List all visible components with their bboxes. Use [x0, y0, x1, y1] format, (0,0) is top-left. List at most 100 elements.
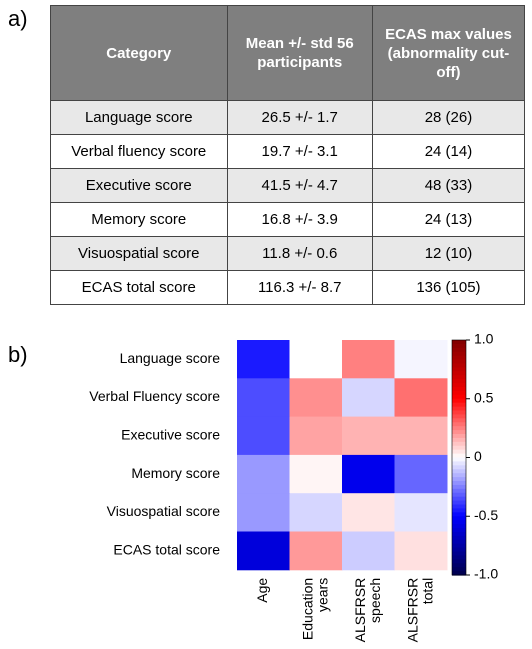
table-row: Verbal fluency score 19.7 +/- 3.1 24 (14): [50, 134, 526, 169]
colorbar-segment: [452, 508, 466, 513]
row-label: Executive score: [121, 426, 220, 442]
heatmap-cell: [289, 378, 343, 418]
colorbar-segment: [452, 375, 466, 380]
table-row: Executive score 41.5 +/- 4.7 48 (33): [50, 168, 526, 203]
colorbar-segment: [452, 516, 466, 521]
row-label: Visuospatial score: [107, 503, 221, 519]
heatmap-cell: [342, 416, 395, 456]
colorbar-segment: [452, 422, 466, 427]
table-cell: Verbal fluency score: [50, 134, 228, 169]
colorbar-segment: [452, 535, 466, 541]
heatmap-cell: [237, 378, 290, 418]
column-label: Educationyears: [299, 578, 330, 640]
colorbar-segment: [452, 567, 466, 572]
colorbar-segment: [452, 539, 466, 545]
row-label: ECAS total score: [113, 541, 220, 557]
colorbar-segment: [452, 363, 466, 369]
heatmap-cell: [237, 454, 290, 494]
table-cell: 136 (105): [371, 270, 526, 305]
colorbar-segment: [452, 437, 466, 443]
colorbar-segment: [452, 469, 466, 474]
table-cell: 26.5 +/- 1.7: [226, 100, 373, 135]
colorbar-segment: [452, 347, 466, 353]
colorbar-segment: [452, 351, 466, 357]
colorbar-segment: [452, 563, 466, 568]
colorbar-segment: [452, 528, 466, 533]
heatmap: Language score Verbal Fluency score Execut…: [89, 331, 498, 643]
heatmap-cell: [394, 493, 448, 532]
colorbar-segment: [452, 426, 466, 431]
colorbar-segment: [452, 398, 466, 404]
panel-label: a): [8, 6, 28, 31]
column-label: Age: [254, 578, 270, 603]
table-row: Language score 26.5 +/- 1.7 28 (26): [50, 100, 526, 135]
colorbar-segment: [452, 355, 466, 361]
table-row: Visuospatial score 11.8 +/- 0.6 12 (10): [50, 236, 526, 271]
colorbar-segment: [452, 434, 466, 439]
table-cell: 41.5 +/- 4.7: [226, 168, 373, 203]
colorbar-segment: [452, 449, 466, 455]
table-cell: Visuospatial score: [50, 236, 228, 271]
colorbar-segment: [452, 418, 466, 423]
heatmap-cell: [237, 416, 290, 456]
colorbar-segment: [452, 406, 466, 412]
colorbar-segment: [452, 484, 466, 490]
table-cell: 11.8 +/- 0.6: [226, 236, 373, 271]
header-row: Category Mean +/- std 56 participants ECAS…: [50, 5, 526, 101]
heatmap-cell: [289, 454, 343, 494]
column-label: ALSFRSRspeech: [351, 578, 382, 643]
colorbar-segment: [452, 410, 466, 416]
colorbar-tick-label: 1.0: [474, 331, 494, 347]
header-cell: ECAS max values (abnormality cut-off): [371, 5, 526, 101]
colorbar-segment: [452, 390, 466, 396]
table-cell: Language score: [50, 100, 228, 135]
heatmap-cell: [342, 340, 395, 379]
table-cell: 48 (33): [371, 168, 526, 203]
column-label: ALSFRSRtotal: [404, 578, 435, 643]
heatmap-cell: [394, 340, 448, 379]
colorbar-segment: [452, 473, 466, 478]
colorbar-segment: [452, 524, 466, 529]
colorbar-segment: [452, 343, 466, 349]
heatmap-cell: [289, 531, 343, 571]
table-cell: Executive score: [50, 168, 228, 203]
colorbar-segment: [452, 531, 466, 537]
table-cell: 24 (13): [371, 202, 526, 237]
colorbar-segment: [452, 387, 466, 392]
colorbar-segment: [452, 453, 466, 459]
colorbar-segment: [452, 551, 466, 557]
colorbar-tick-label: -1.0: [474, 566, 498, 582]
table-row: ECAS total score 116.3 +/- 8.7 136 (105): [50, 270, 526, 305]
colorbar-segment: [452, 461, 466, 466]
heatmap-cell: [342, 493, 395, 532]
heatmap-cell: [342, 531, 395, 571]
colorbar-segment: [452, 402, 466, 408]
colorbar-segment: [452, 430, 466, 435]
colorbar-tick-label: -0.5: [474, 507, 498, 523]
colorbar-segment: [452, 359, 466, 365]
colorbar-segment: [452, 394, 466, 400]
table-cell: 19.7 +/- 3.1: [226, 134, 373, 169]
heatmap-cell: [237, 340, 290, 379]
colorbar-segment: [452, 543, 466, 549]
heatmap-cell: [289, 493, 343, 532]
colorbar-tick-label: 0: [474, 448, 482, 464]
table-cell: 24 (14): [371, 134, 526, 169]
table-cell: ECAS total score: [50, 270, 228, 305]
table-cell: 12 (10): [371, 236, 526, 271]
colorbar-segment: [452, 414, 466, 419]
colorbar-segment: [452, 441, 466, 447]
colorbar-segment: [452, 547, 466, 553]
colorbar-tick-label: 0.5: [474, 389, 494, 405]
colorbar-segment: [452, 340, 466, 345]
heatmap-cell: [237, 531, 290, 571]
header-cell: Mean +/- std 56 participants: [226, 5, 373, 101]
colorbar-segment: [452, 383, 466, 388]
table-cell: 116.3 +/- 8.7: [226, 270, 373, 305]
colorbar-segment: [452, 555, 466, 560]
header-cell: Category: [50, 5, 228, 101]
heatmap-cell: [289, 340, 343, 379]
table-row: Memory score 16.8 +/- 3.9 24 (13): [50, 202, 526, 237]
row-label: Memory score: [131, 465, 220, 481]
table: Category Mean +/- std 56 participants ECAS…: [50, 5, 526, 305]
